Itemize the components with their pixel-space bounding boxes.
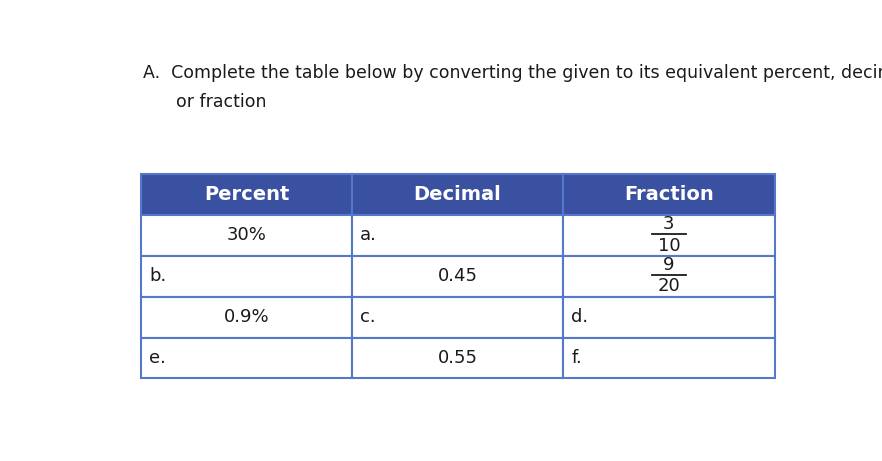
Text: Decimal: Decimal (414, 185, 501, 204)
Bar (352, 215, 563, 256)
Bar (141, 256, 352, 297)
Bar (563, 337, 774, 378)
Text: 3: 3 (663, 215, 675, 233)
Text: 0.9%: 0.9% (224, 308, 269, 326)
Bar (141, 297, 352, 337)
Bar (352, 297, 563, 337)
Bar (563, 215, 774, 256)
Bar (141, 215, 352, 256)
Bar (563, 297, 774, 337)
Bar (352, 337, 563, 378)
Text: d.: d. (572, 308, 588, 326)
Text: Fraction: Fraction (624, 185, 714, 204)
Text: Percent: Percent (204, 185, 289, 204)
Text: 0.45: 0.45 (437, 267, 477, 285)
Text: b.: b. (149, 267, 167, 285)
Bar (141, 337, 352, 378)
Text: e.: e. (149, 349, 166, 367)
Text: 30%: 30% (227, 226, 266, 244)
Text: f.: f. (572, 349, 582, 367)
Bar (352, 174, 563, 215)
Text: or fraction: or fraction (143, 93, 266, 111)
Bar (563, 174, 774, 215)
Bar (563, 256, 774, 297)
Text: 10: 10 (657, 236, 680, 254)
Text: a.: a. (360, 226, 377, 244)
Text: 0.55: 0.55 (437, 349, 477, 367)
Bar (352, 256, 563, 297)
Text: c.: c. (360, 308, 376, 326)
Text: A.  Complete the table below by converting the given to its equivalent percent, : A. Complete the table below by convertin… (143, 64, 882, 82)
Text: 20: 20 (657, 278, 680, 296)
Text: 9: 9 (663, 256, 675, 274)
Bar (141, 174, 352, 215)
